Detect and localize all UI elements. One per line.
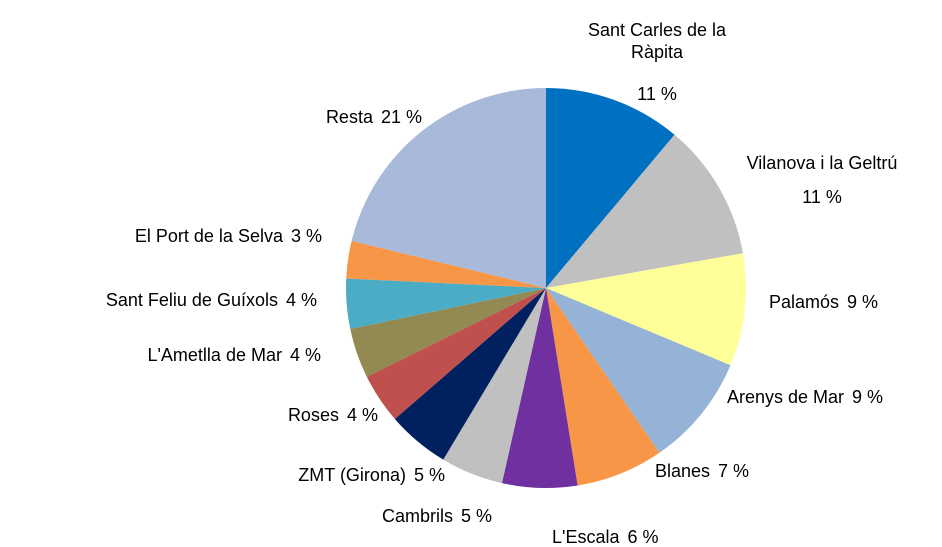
pie-slice — [394, 288, 546, 460]
slice-label: L'Ametlla de Mar — [147, 345, 282, 365]
value-label: 4 % — [346, 405, 378, 425]
value-label: 6 % — [627, 527, 659, 547]
value-label: 11 % — [802, 187, 842, 207]
value-label: 9 % — [847, 292, 879, 312]
slice-label: L'Escala — [552, 527, 620, 547]
slice-label: Sant Carles de la Ràpita — [587, 20, 727, 62]
slice-label: Palamós — [769, 292, 840, 312]
pie-slice — [443, 288, 546, 484]
pie-slice — [546, 134, 743, 288]
label-group: L'Ametlla de Mar 4 % — [147, 344, 321, 366]
slice-label: Resta — [325, 107, 373, 127]
slice-label: ZMT (Girona) — [298, 465, 406, 485]
label-group: Cambrils 5 % — [382, 505, 492, 527]
slice-label: Blanes — [655, 461, 711, 481]
value-label: 5 % — [413, 465, 445, 485]
value-label: 5 % — [460, 506, 492, 526]
pie-slice — [351, 88, 546, 288]
value-label: 4 % — [285, 290, 317, 310]
label-group: Palamós 9 % — [769, 291, 878, 313]
label-group: Resta 21 % — [326, 106, 422, 128]
pie-slice — [546, 288, 731, 453]
slice-label: Vilanova i la Geltrú — [746, 153, 898, 173]
pie-slice — [546, 88, 675, 288]
label-group: Roses 4 % — [288, 404, 378, 426]
label-group: El Port de la Selva 3 % — [135, 225, 322, 247]
value-label: 4 % — [289, 345, 321, 365]
slice-label: Sant Feliu de Guíxols — [105, 290, 278, 310]
value-label: 7 % — [718, 461, 750, 481]
value-label: 3 % — [290, 226, 322, 246]
value-label: 9 % — [852, 387, 884, 407]
slice-label: El Port de la Selva — [134, 226, 283, 246]
pie-slice — [366, 288, 546, 419]
pie-slice — [501, 288, 578, 488]
label-group: Blanes 7 % — [655, 460, 749, 482]
slice-label: Arenys de Mar — [727, 387, 845, 407]
slice-label: Roses — [287, 405, 339, 425]
pie-slice — [350, 288, 546, 377]
pie-slice — [346, 278, 546, 329]
label-group: Arenys de Mar 9 % — [727, 386, 883, 408]
pie-slice — [346, 240, 546, 288]
value-label: 11 % — [637, 84, 677, 104]
label-group: ZMT (Girona) 5 % — [298, 464, 445, 486]
slice-label: Cambrils — [381, 506, 453, 526]
label-group: L'Escala 6 % — [552, 526, 659, 547]
pie-slice — [546, 253, 746, 366]
pie-slice — [546, 288, 660, 486]
label-group: Sant Feliu de Guíxols 4 % — [106, 289, 317, 311]
value-label: 21 % — [380, 107, 422, 127]
